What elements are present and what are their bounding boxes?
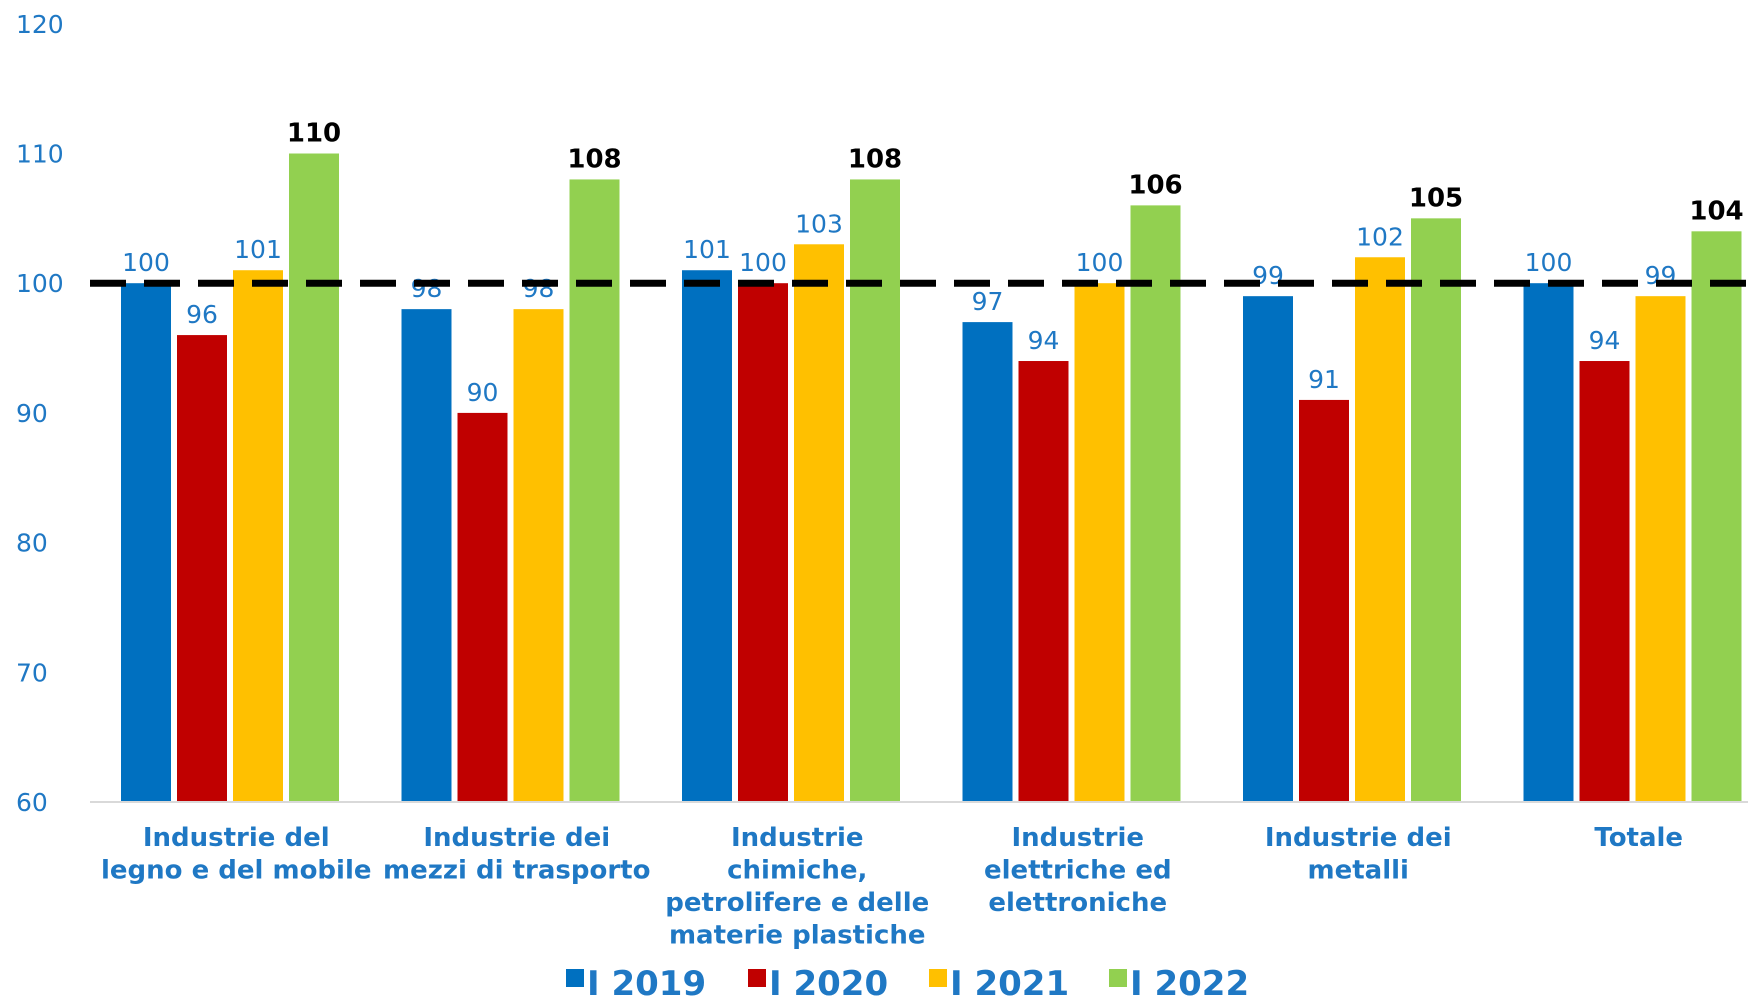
data-label: 108 [567,144,621,174]
data-label: 97 [972,287,1004,316]
category-label: Industrie dei mezzi di trasporto [383,823,650,886]
data-label: 96 [186,300,218,329]
bar [289,153,339,802]
category-label: Totale [1594,823,1683,853]
data-label: 98 [523,274,555,303]
bar [1523,283,1574,802]
category-label: Industrie chimiche, petrolifere e delle mat… [665,823,929,951]
y-tick-label: 90 [16,399,48,428]
data-label: 91 [1308,365,1340,394]
bar [1130,205,1181,802]
data-label: 100 [1525,248,1573,277]
legend-label: I 2021 [950,964,1069,1004]
data-label: 106 [1128,170,1182,200]
bar [1635,296,1686,802]
data-label: 101 [234,235,282,264]
bar [850,179,900,802]
bar [794,244,844,803]
legend-label: I 2019 [587,964,706,1004]
data-label: 108 [848,144,902,174]
legend-swatch [1109,969,1127,987]
bar [1579,361,1630,802]
data-label: 103 [795,209,843,238]
y-tick-label: 60 [16,788,48,817]
y-tick-label: 110 [16,140,64,169]
bar [121,283,171,802]
bar [569,179,620,802]
bar [1691,231,1742,802]
y-tick-label: 100 [16,269,64,298]
bar [513,309,564,802]
bar [1355,257,1405,802]
data-label: 105 [1409,183,1463,213]
data-label: 98 [411,274,443,303]
bar [233,270,283,803]
bar [1018,361,1069,802]
data-label: 101 [683,235,731,264]
data-label: 100 [122,248,170,277]
data-label: 94 [1028,326,1060,355]
legend-swatch [929,969,947,987]
bar [1299,399,1349,802]
y-tick-label: 80 [16,529,48,558]
data-label: 94 [1589,326,1621,355]
category-label: Industrie dei metalli [1265,823,1452,886]
bar [177,335,227,802]
bar [682,270,732,803]
data-label: 100 [1076,248,1124,277]
category-label: Industrie elettriche ed elettroniche [984,823,1172,918]
bar [738,283,788,802]
legend-label: I 2022 [1130,964,1249,1004]
legend-swatch [566,969,584,987]
y-tick-label: 70 [16,658,48,687]
data-label: 90 [467,378,499,407]
legend-swatch [748,969,766,987]
y-tick-label: 120 [16,10,64,39]
data-label: 110 [287,119,341,149]
data-label: 100 [739,248,787,277]
bar [1074,283,1125,802]
category-label: Industrie del legno e del mobile [101,823,372,886]
bar [401,309,452,802]
legend-label: I 2020 [769,964,888,1004]
data-label: 104 [1689,196,1743,226]
data-label: 102 [1356,222,1404,251]
bar [1411,218,1461,803]
bar [962,322,1013,802]
bar [1243,296,1293,802]
bar [457,412,508,802]
